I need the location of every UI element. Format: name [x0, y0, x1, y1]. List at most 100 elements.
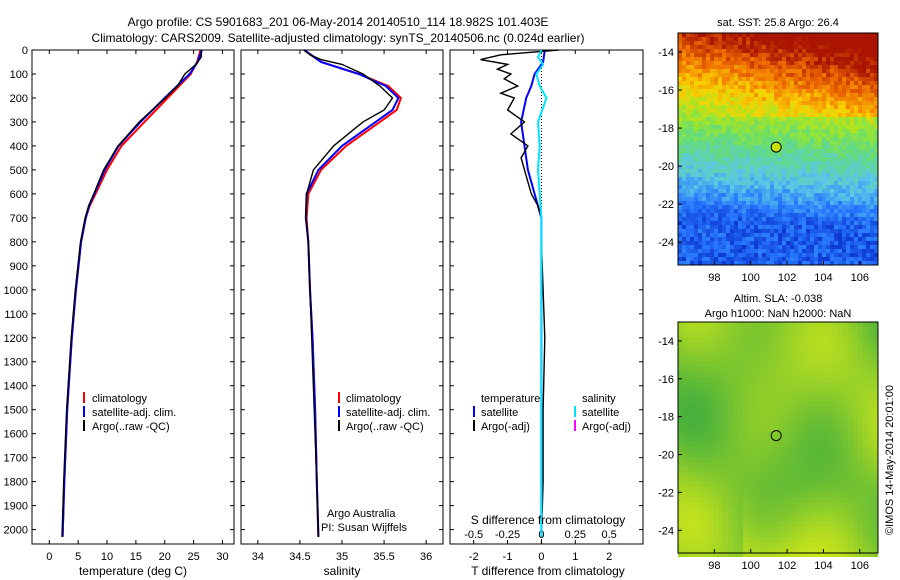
sst-cell — [786, 93, 790, 97]
sst-cell — [714, 181, 718, 185]
sla-cell — [758, 512, 763, 517]
depth-tick-label: 0 — [22, 45, 28, 57]
sst-cell — [746, 129, 750, 133]
sst-cell — [826, 241, 830, 245]
sla-cell — [768, 382, 773, 387]
sla-cell — [833, 527, 838, 532]
sla-cell — [748, 352, 753, 357]
sst-cell — [710, 109, 714, 113]
sst-cell — [862, 257, 866, 261]
sst-cell — [870, 257, 874, 261]
sla-cell — [838, 382, 843, 387]
sla-cell — [713, 432, 718, 437]
sst-cell — [722, 253, 726, 257]
sst-cell — [758, 61, 762, 65]
sst-cell — [774, 201, 778, 205]
sst-cell — [854, 97, 858, 101]
sst-cell — [814, 97, 818, 101]
sla-cell — [763, 387, 768, 392]
sst-cell — [678, 73, 682, 77]
sst-cell — [766, 33, 770, 37]
sla-cell — [708, 387, 713, 392]
sla-cell — [723, 407, 728, 412]
sst-cell — [818, 137, 822, 141]
sla-cell — [713, 392, 718, 397]
sst-cell — [678, 221, 682, 225]
sst-cell — [766, 249, 770, 253]
sst-cell — [758, 109, 762, 113]
sla-cell — [808, 422, 813, 427]
sla-cell — [723, 487, 728, 492]
sst-cell — [770, 233, 774, 237]
sla-cell — [678, 522, 683, 527]
sla-cell — [818, 487, 823, 492]
sla-cell — [703, 527, 708, 532]
sst-cell — [822, 129, 826, 133]
sst-cell — [854, 241, 858, 245]
sst-cell — [834, 133, 838, 137]
sst-cell — [850, 253, 854, 257]
sst-cell — [770, 189, 774, 193]
sla-cell — [848, 542, 853, 547]
sst-cell — [718, 125, 722, 129]
sla-cell — [788, 387, 793, 392]
sst-cell — [870, 129, 874, 133]
sst-cell — [734, 197, 738, 201]
sla-cell — [833, 457, 838, 462]
sst-cell — [826, 141, 830, 145]
sla-cell — [798, 432, 803, 437]
sla-cell — [853, 507, 858, 512]
sla-cell — [713, 527, 718, 532]
sst-cell — [746, 97, 750, 101]
sla-cell — [813, 337, 818, 342]
sla-cell — [783, 377, 788, 382]
sst-cell — [710, 233, 714, 237]
sst-cell — [790, 125, 794, 129]
sst-cell — [750, 249, 754, 253]
sst-cell — [694, 209, 698, 213]
sla-cell — [743, 362, 748, 367]
sst-cell — [770, 37, 774, 41]
sst-cell — [714, 225, 718, 229]
sst-cell — [874, 161, 878, 165]
sst-cell — [802, 73, 806, 77]
sla-cell — [698, 482, 703, 487]
sla-cell — [753, 462, 758, 467]
sst-cell — [786, 237, 790, 241]
sla-cell — [818, 417, 823, 422]
sla-cell — [688, 467, 693, 472]
sla-cell — [793, 372, 798, 377]
sst-cell — [782, 221, 786, 225]
sst-cell — [770, 181, 774, 185]
sst-cell — [678, 173, 682, 177]
sla-cell — [678, 542, 683, 547]
sla-cell — [853, 432, 858, 437]
sla-cell — [808, 442, 813, 447]
sla-cell — [698, 432, 703, 437]
sst-cell — [682, 149, 686, 153]
sst-cell — [798, 165, 802, 169]
sla-cell — [718, 522, 723, 527]
sst-cell — [694, 89, 698, 93]
sst-cell — [874, 141, 878, 145]
sst-cell — [714, 101, 718, 105]
sst-cell — [754, 113, 758, 117]
sst-cell — [750, 141, 754, 145]
sla-cell — [838, 542, 843, 547]
sla-cell — [688, 462, 693, 467]
sst-cell — [850, 93, 854, 97]
sst-cell — [698, 245, 702, 249]
sst-cell — [714, 257, 718, 261]
sla-cell — [713, 322, 718, 327]
sla-cell — [788, 437, 793, 442]
sst-cell — [830, 125, 834, 129]
sla-cell — [818, 522, 823, 527]
sla-cell — [723, 537, 728, 542]
difference-xtick-label: -2 — [469, 551, 479, 563]
sst-cell — [722, 121, 726, 125]
sst-cell — [750, 113, 754, 117]
sla-cell — [833, 427, 838, 432]
sst-cell — [742, 109, 746, 113]
sst-cell — [798, 133, 802, 137]
sst-cell — [790, 121, 794, 125]
